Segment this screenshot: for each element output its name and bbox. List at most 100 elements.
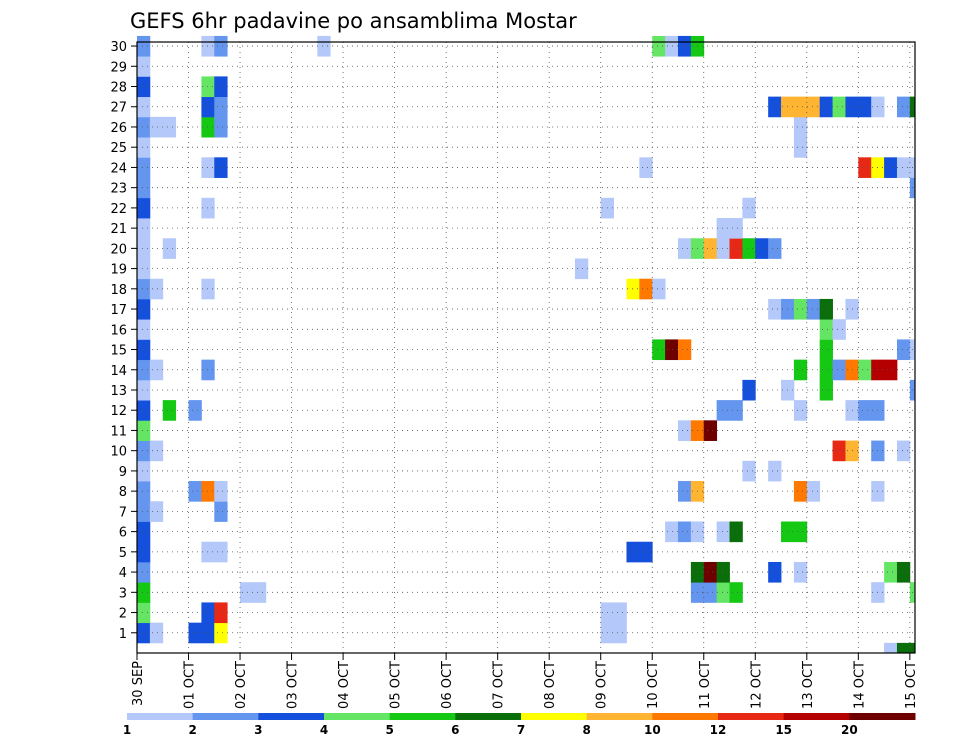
heatmap-cell bbox=[793, 116, 808, 138]
legend-label: 3 bbox=[254, 723, 262, 737]
heatmap-cell bbox=[793, 400, 808, 421]
heatmap-cell bbox=[768, 298, 782, 320]
chart-title: GEFS 6hr padavine po ansamblima Mostar bbox=[130, 9, 577, 33]
heatmap-cell bbox=[188, 481, 202, 502]
heatmap-cell bbox=[742, 238, 756, 259]
legend-swatch bbox=[258, 713, 325, 720]
legend-label: 4 bbox=[320, 723, 328, 737]
x-tick-label: 10 OCT bbox=[646, 661, 661, 709]
heatmap-cell bbox=[149, 440, 164, 462]
heatmap-cell bbox=[742, 197, 756, 219]
x-tick-label: 08 OCT bbox=[543, 661, 558, 709]
legend-swatch bbox=[389, 713, 456, 720]
heatmap-cell bbox=[137, 238, 151, 259]
heatmap-cell bbox=[137, 177, 151, 199]
color-legend: 1 2 3 4 5 6 7 8 10 12 15 20 bbox=[123, 713, 916, 737]
heatmap-cell bbox=[896, 642, 911, 654]
legend-swatch bbox=[324, 713, 391, 720]
legend-label: 7 bbox=[517, 723, 525, 737]
heatmap-cell bbox=[729, 400, 743, 421]
heatmap-cell bbox=[137, 278, 151, 300]
y-axis: 1234567891011121314151617181920212223242… bbox=[110, 40, 137, 642]
heatmap-cell bbox=[729, 521, 743, 543]
x-tick-label: 30 SEP bbox=[131, 661, 146, 706]
heatmap-cell bbox=[137, 582, 151, 603]
heatmap-cell bbox=[201, 541, 215, 563]
heatmap-cell bbox=[806, 96, 821, 118]
x-tick-label: 15 OCT bbox=[904, 661, 919, 709]
heatmap-cell bbox=[793, 521, 808, 543]
heatmap-cell bbox=[884, 561, 898, 583]
heatmap-cell bbox=[188, 622, 202, 644]
heatmap-cell bbox=[137, 96, 151, 118]
heatmap-cell bbox=[793, 298, 808, 320]
heatmap-cell bbox=[793, 561, 808, 583]
y-tick-label: 4 bbox=[119, 566, 127, 581]
heatmap-cell bbox=[162, 400, 177, 421]
legend-swatch bbox=[652, 713, 719, 720]
heatmap-cell bbox=[137, 35, 151, 57]
heatmap-cell bbox=[240, 582, 254, 603]
heatmap-cell bbox=[793, 96, 808, 118]
legend-swatch bbox=[521, 713, 588, 720]
heatmap-cell bbox=[201, 359, 215, 381]
heatmap-cell bbox=[716, 218, 730, 239]
x-axis: 30 SEP 01 OCT 02 OCT 03 OCT 04 OCT 05 OCT 06 O… bbox=[131, 653, 919, 709]
heatmap-cell bbox=[317, 35, 331, 57]
y-tick-label: 1 bbox=[119, 627, 127, 642]
heatmap-cell bbox=[201, 278, 215, 300]
heatmap-cell bbox=[677, 420, 692, 441]
legend-swatch bbox=[192, 713, 259, 720]
heatmap-cell bbox=[137, 56, 151, 77]
y-tick-label: 6 bbox=[119, 526, 127, 541]
legend-label: 2 bbox=[188, 723, 196, 737]
legend-swatch bbox=[586, 713, 653, 720]
heatmap-cell bbox=[806, 481, 821, 502]
heatmap-cell bbox=[639, 157, 653, 178]
heatmap-cell bbox=[677, 238, 692, 259]
y-tick-label: 13 bbox=[110, 384, 127, 399]
heatmap-cell bbox=[703, 238, 718, 259]
y-tick-label: 19 bbox=[110, 263, 127, 278]
heatmap-cell bbox=[768, 561, 782, 583]
heatmap-cell bbox=[201, 76, 215, 98]
legend-label: 15 bbox=[775, 723, 792, 737]
heatmap-cell bbox=[214, 541, 228, 563]
heatmap-cell bbox=[716, 521, 730, 543]
x-tick-label: 03 OCT bbox=[286, 661, 301, 709]
y-tick-label: 17 bbox=[110, 303, 127, 318]
y-tick-label: 26 bbox=[110, 121, 127, 136]
heatmap-cell bbox=[677, 521, 692, 543]
heatmap-cell bbox=[201, 96, 215, 118]
heatmap-cell bbox=[188, 400, 202, 421]
heatmap-cell bbox=[137, 460, 151, 482]
x-tick-label: 05 OCT bbox=[389, 661, 404, 709]
heatmap-cell bbox=[665, 521, 679, 543]
heatmap-cell bbox=[137, 258, 151, 280]
heatmap-cell bbox=[137, 76, 151, 98]
heatmap-cell bbox=[574, 258, 589, 280]
x-tick-label: 11 OCT bbox=[698, 661, 713, 709]
heatmap-cell bbox=[613, 622, 627, 644]
heatmap-cell bbox=[149, 501, 164, 522]
heatmap-cell bbox=[626, 541, 640, 563]
heatmap-cell bbox=[716, 238, 730, 259]
heatmap-cell bbox=[137, 440, 151, 462]
heatmap-cell bbox=[652, 339, 666, 361]
legend-label: 20 bbox=[841, 723, 858, 737]
y-tick-label: 11 bbox=[110, 424, 127, 439]
x-tick-label: 09 OCT bbox=[595, 661, 610, 709]
y-tick-label: 28 bbox=[110, 81, 127, 96]
heatmap-cell bbox=[201, 197, 215, 219]
heatmap-cell bbox=[214, 481, 228, 502]
y-tick-label: 20 bbox=[110, 242, 127, 257]
legend-swatch bbox=[127, 713, 194, 720]
heatmap-cell bbox=[613, 602, 627, 624]
heatmap-cell bbox=[858, 400, 872, 421]
heatmap-cell bbox=[214, 116, 228, 138]
heatmap-cells bbox=[137, 35, 916, 654]
heatmap-cell bbox=[137, 379, 151, 401]
heatmap-cell bbox=[677, 35, 692, 57]
heatmap-cell bbox=[742, 379, 756, 401]
heatmap-cell bbox=[201, 157, 215, 178]
